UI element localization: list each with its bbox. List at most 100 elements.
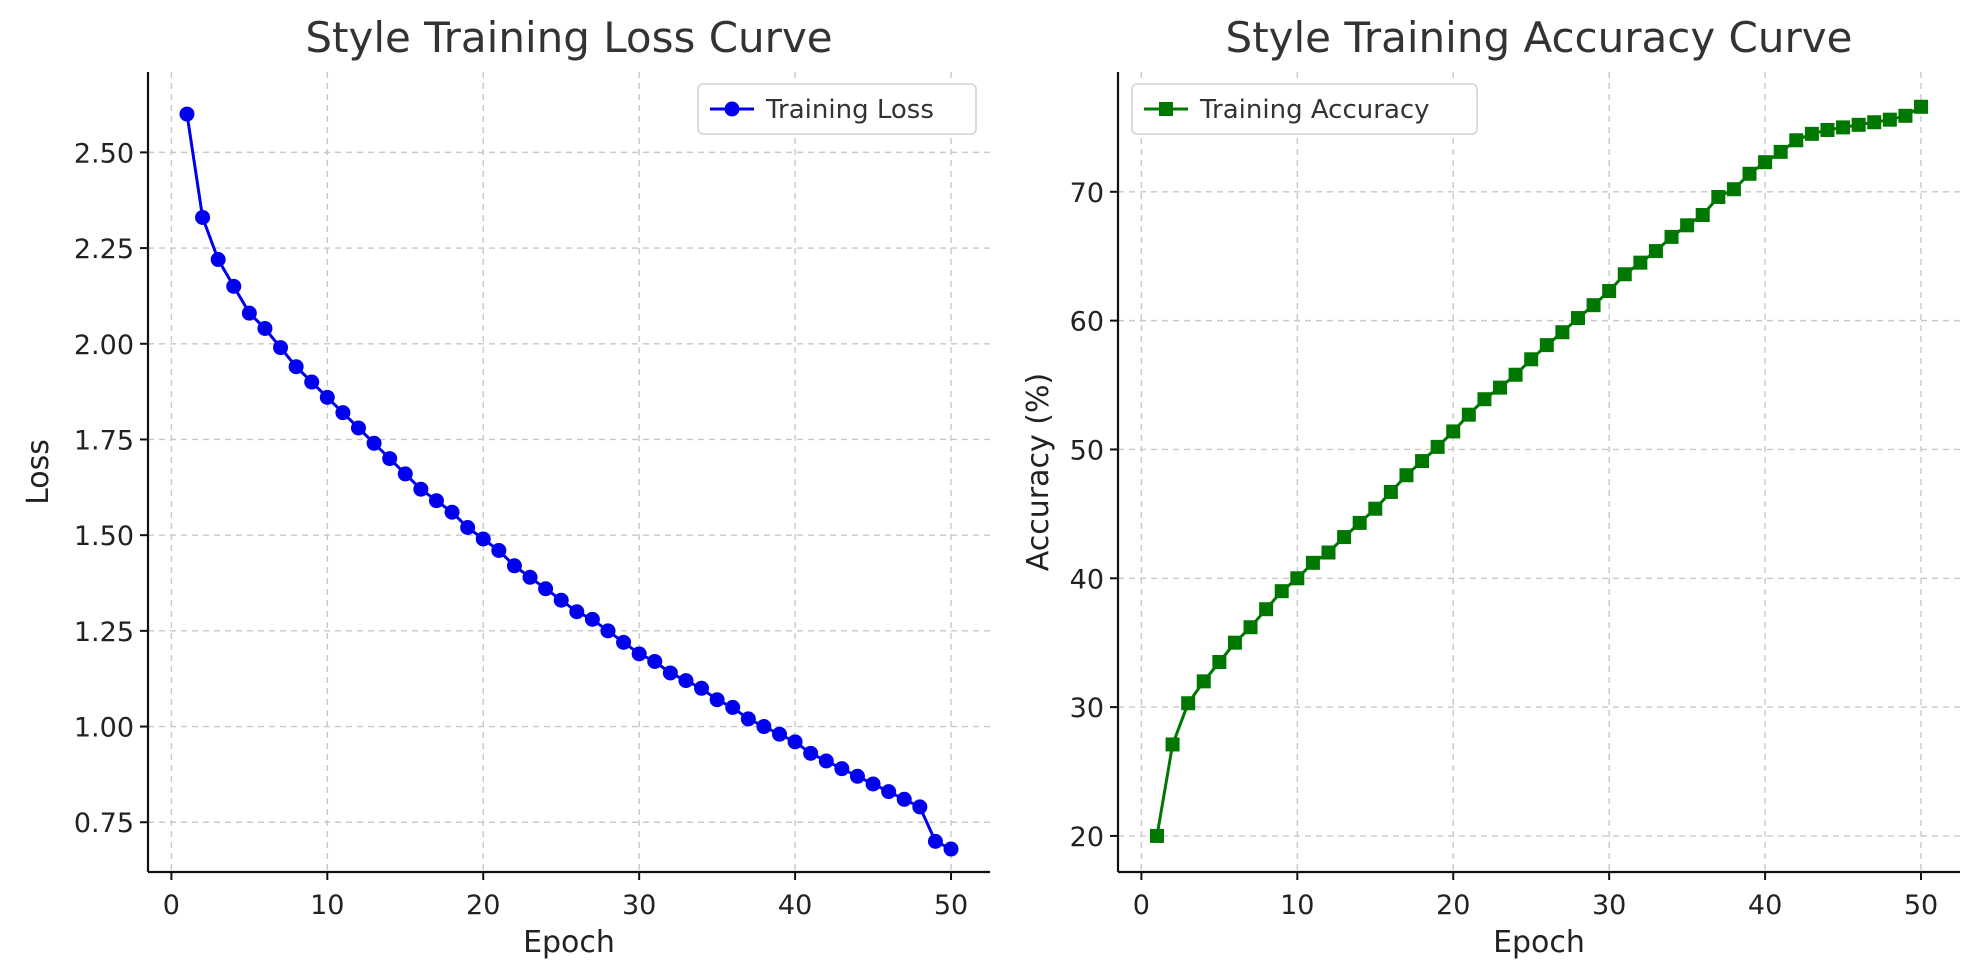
loss-data-point xyxy=(397,466,413,482)
accuracy-data-point xyxy=(1773,144,1788,159)
accuracy-data-point xyxy=(1664,229,1679,244)
accuracy-data-point xyxy=(1227,635,1242,650)
accuracy-data-point xyxy=(1914,99,1929,114)
accuracy-data-point xyxy=(1711,189,1726,204)
loss-data-point xyxy=(273,340,289,356)
accuracy-chart-title: Style Training Accuracy Curve xyxy=(1226,13,1853,62)
accuracy-data-point xyxy=(1602,284,1617,299)
loss-data-point xyxy=(475,531,491,547)
loss-data-point xyxy=(600,623,616,639)
loss-data-point xyxy=(709,692,725,708)
loss-data-point xyxy=(460,520,476,536)
loss-data-point xyxy=(179,106,195,122)
loss-data-point xyxy=(382,451,398,467)
loss-data-point xyxy=(818,753,834,769)
accuracy-y-tick-label: 20 xyxy=(1070,822,1104,853)
loss-data-point xyxy=(943,841,959,857)
accuracy-x-axis-label: Epoch xyxy=(1493,925,1585,960)
accuracy-data-point xyxy=(1430,439,1445,454)
loss-y-tick-label: 1.00 xyxy=(74,713,134,744)
loss-data-point xyxy=(226,278,242,294)
loss-legend-label: Training Loss xyxy=(765,95,934,125)
accuracy-data-point xyxy=(1539,338,1554,353)
accuracy-x-tick-label: 0 xyxy=(1133,890,1150,921)
accuracy-data-point xyxy=(1274,584,1289,599)
loss-data-point xyxy=(834,761,850,777)
loss-data-point xyxy=(849,768,865,784)
accuracy-data-point xyxy=(1337,530,1352,545)
accuracy-data-point xyxy=(1882,112,1897,127)
loss-data-point xyxy=(678,673,694,689)
accuracy-data-point xyxy=(1352,515,1367,530)
loss-data-point xyxy=(522,569,538,585)
accuracy-y-tick-label: 30 xyxy=(1070,693,1104,724)
accuracy-data-point xyxy=(1259,602,1274,617)
loss-x-axis-label: Epoch xyxy=(523,925,615,960)
accuracy-data-point xyxy=(1726,182,1741,197)
accuracy-legend-label: Training Accuracy xyxy=(1199,95,1430,125)
loss-data-point xyxy=(195,209,211,225)
loss-x-tick-label: 10 xyxy=(310,890,344,921)
accuracy-data-point xyxy=(1321,545,1336,560)
accuracy-x-tick-label: 20 xyxy=(1436,890,1470,921)
accuracy-data-point xyxy=(1477,392,1492,407)
loss-data-point xyxy=(584,611,600,627)
accuracy-data-point xyxy=(1165,737,1180,752)
loss-data-point xyxy=(444,504,460,520)
loss-data-point xyxy=(366,435,382,451)
loss-data-point xyxy=(756,719,772,735)
accuracy-data-point xyxy=(1851,117,1866,132)
loss-data-point xyxy=(506,558,522,574)
loss-data-point xyxy=(413,481,429,497)
loss-data-point xyxy=(319,389,335,405)
accuracy-data-point xyxy=(1149,828,1164,843)
loss-data-point xyxy=(257,320,273,336)
accuracy-y-tick-label: 40 xyxy=(1070,564,1104,595)
loss-data-point xyxy=(491,542,507,558)
loss-data-point xyxy=(803,745,819,761)
accuracy-data-point xyxy=(1633,255,1648,270)
accuracy-data-point xyxy=(1383,484,1398,499)
loss-data-point xyxy=(694,680,710,696)
loss-x-tick-label: 50 xyxy=(934,890,968,921)
loss-data-point xyxy=(896,791,912,807)
accuracy-data-point xyxy=(1695,207,1710,222)
accuracy-data-point xyxy=(1789,133,1804,148)
loss-legend-marker xyxy=(724,101,740,117)
loss-data-point xyxy=(662,665,678,681)
loss-data-point xyxy=(787,734,803,750)
loss-data-point xyxy=(772,726,787,742)
accuracy-data-point xyxy=(1758,155,1773,170)
accuracy-data-point xyxy=(1836,120,1851,135)
accuracy-data-point xyxy=(1804,126,1819,141)
loss-data-point xyxy=(351,420,366,436)
accuracy-data-point xyxy=(1461,407,1476,422)
loss-chart-title: Style Training Loss Curve xyxy=(305,13,832,62)
accuracy-data-point xyxy=(1399,468,1414,483)
accuracy-legend-marker xyxy=(1159,102,1173,116)
accuracy-data-point xyxy=(1648,244,1663,259)
accuracy-y-tick-label: 70 xyxy=(1070,178,1104,209)
accuracy-y-tick-label: 50 xyxy=(1070,435,1104,466)
accuracy-data-point xyxy=(1415,454,1430,469)
loss-y-tick-label: 2.25 xyxy=(74,234,134,265)
accuracy-data-point xyxy=(1368,501,1383,516)
loss-y-tick-label: 1.75 xyxy=(74,425,134,456)
accuracy-data-point xyxy=(1555,325,1570,340)
loss-data-point xyxy=(210,252,226,268)
accuracy-data-point xyxy=(1508,367,1523,382)
accuracy-data-point xyxy=(1586,298,1601,313)
loss-data-point xyxy=(631,646,647,662)
accuracy-data-point xyxy=(1243,620,1258,635)
loss-data-point xyxy=(304,374,320,390)
loss-chart-panel: 0 10 20 30 40 50 0.75 1.00 1.25 1.50 1.75 2.00 2.25 2… xyxy=(21,13,990,960)
loss-y-axis-label: Loss xyxy=(21,439,56,505)
loss-y-tick-label: 2.00 xyxy=(74,330,134,361)
accuracy-y-tick-label: 60 xyxy=(1070,307,1104,338)
loss-x-tick-label: 30 xyxy=(622,890,656,921)
loss-data-point xyxy=(538,581,554,597)
accuracy-data-point xyxy=(1680,218,1695,233)
loss-data-point xyxy=(865,776,881,792)
loss-x-tick-label: 20 xyxy=(466,890,500,921)
